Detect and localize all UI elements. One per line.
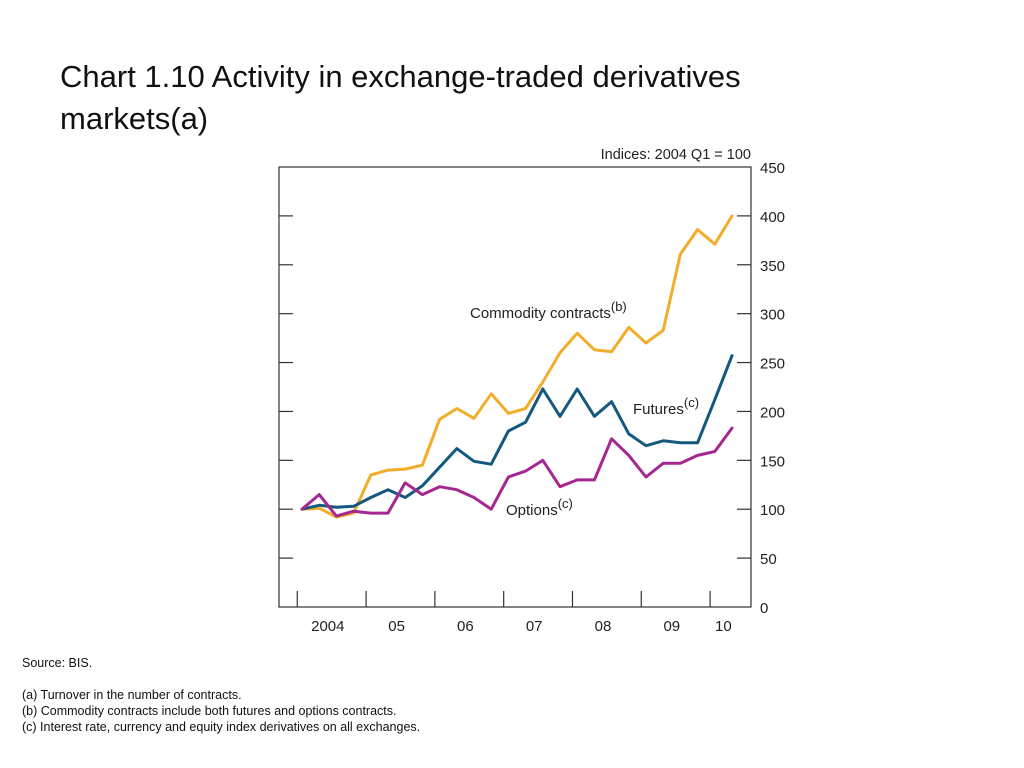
- x-tick-label: 07: [526, 618, 543, 635]
- x-tick-label: 08: [595, 618, 612, 635]
- x-tick-label: 05: [388, 618, 405, 635]
- y-tick-label: 0: [760, 600, 768, 617]
- chart-notes: Source: BIS. (a) Turnover in the number …: [22, 655, 922, 735]
- y-tick-label: 450: [760, 160, 785, 177]
- options-line: [300, 426, 734, 518]
- footnote-b: (b) Commodity contracts include both fut…: [22, 704, 397, 718]
- x-tick-label: 06: [457, 618, 474, 635]
- units-label: Indices: 2004 Q1 = 100: [601, 147, 751, 163]
- y-tick-label: 250: [760, 356, 785, 373]
- commodity-contracts-line: [300, 214, 734, 519]
- commodity-contracts-superscript: (b): [611, 299, 627, 314]
- chart-title-line-2: markets(a): [60, 101, 209, 136]
- y-tick-label: 300: [760, 307, 785, 324]
- chart-title-line-1: Chart 1.10 Activity in exchange-traded d…: [60, 59, 741, 94]
- plot-frame: [278, 166, 752, 608]
- footnote-a: (a) Turnover in the number of contracts.: [22, 688, 242, 702]
- x-tick-label: 09: [663, 618, 680, 635]
- footnote-c: (c) Interest rate, currency and equity i…: [22, 720, 421, 734]
- futures-line: [300, 354, 734, 511]
- futures-label: Futures(c): [633, 395, 699, 418]
- y-tick-label: 100: [760, 502, 785, 519]
- options-name: Options: [506, 502, 558, 519]
- y-tick-label: 350: [760, 258, 785, 275]
- y-tick-label: 150: [760, 453, 785, 470]
- futures-superscript: (c): [684, 395, 699, 410]
- y-tick-label: 400: [760, 209, 785, 226]
- commodity-contracts-label: Commodity contracts(b): [470, 299, 627, 322]
- x-tick-label: 2004: [311, 618, 344, 635]
- y-tick-label: 50: [760, 551, 777, 568]
- options-superscript: (c): [558, 496, 573, 511]
- x-tick-label: 10: [715, 618, 732, 635]
- futures-name: Futures: [633, 401, 684, 418]
- y-tick-label: 200: [760, 404, 785, 421]
- options-label: Options(c): [506, 496, 573, 519]
- chart-title: Chart 1.10 Activity in exchange-traded d…: [60, 56, 880, 140]
- commodity-contracts-name: Commodity contracts: [470, 305, 611, 322]
- source-note: Source: BIS.: [22, 656, 93, 670]
